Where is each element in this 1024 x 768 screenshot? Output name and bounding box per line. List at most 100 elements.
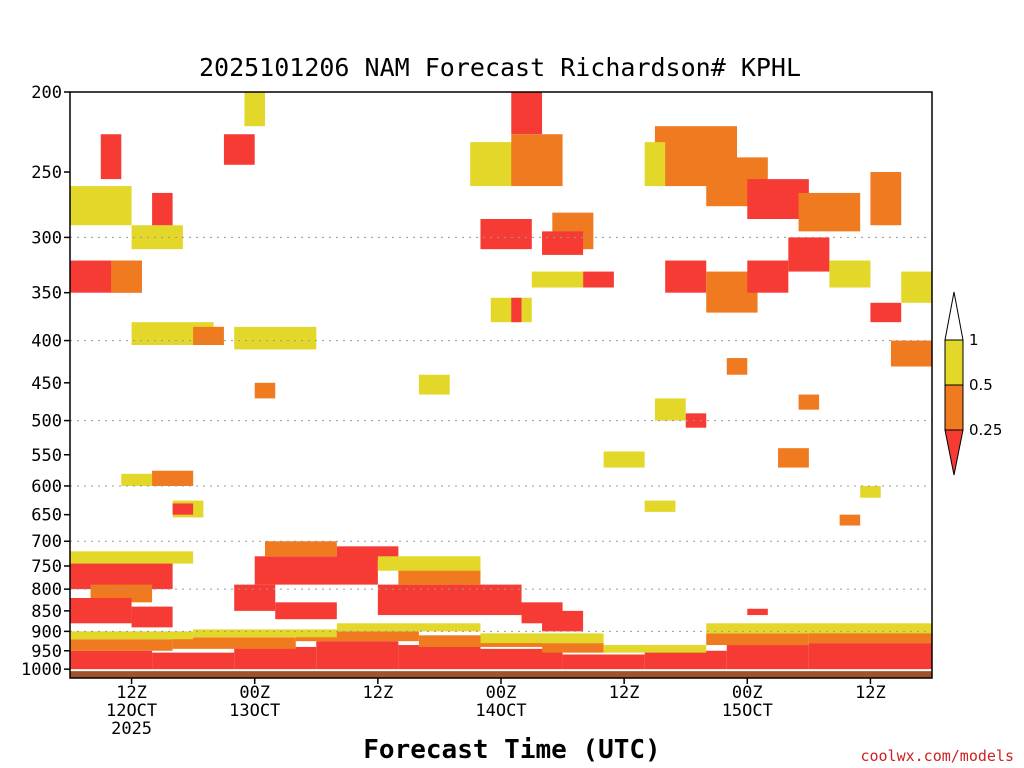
y-tick-label: 550 xyxy=(31,446,62,466)
ri-patch xyxy=(70,186,132,226)
ri-patch xyxy=(839,514,861,526)
ri-patch xyxy=(100,134,122,180)
y-tick-label: 200 xyxy=(31,83,62,103)
ri-patch xyxy=(152,470,194,486)
x-tick-label: 00Z xyxy=(732,683,763,703)
y-tick-label: 500 xyxy=(31,412,62,432)
ri-patch xyxy=(111,260,142,293)
colorbar-legend: 1 0.5 0.25 xyxy=(944,291,1002,476)
ri-patch xyxy=(654,398,686,421)
ri-patch xyxy=(798,394,820,410)
ri-patch xyxy=(644,500,676,512)
ri-patch xyxy=(644,142,666,187)
colorbar-segment xyxy=(944,384,964,431)
x-tick-label: 12Z xyxy=(116,683,147,703)
ri-patch xyxy=(511,92,543,135)
x-tick-label: 15OCT xyxy=(722,701,773,721)
ri-patch xyxy=(244,92,265,127)
ri-patch xyxy=(336,623,481,632)
ri-patch xyxy=(860,485,881,498)
y-tick-label: 750 xyxy=(31,557,62,577)
y-tick-label: 900 xyxy=(31,622,62,642)
ri-patch xyxy=(870,302,902,323)
ri-patch xyxy=(726,645,809,670)
ri-patch xyxy=(131,225,183,250)
ri-patch xyxy=(603,645,707,653)
ri-patch xyxy=(511,134,563,187)
ri-patch xyxy=(644,650,727,670)
x-tick-label: 00Z xyxy=(486,683,517,703)
ri-patch xyxy=(511,297,522,323)
ri-patch xyxy=(706,633,809,646)
y-tick-label: 300 xyxy=(31,228,62,248)
ri-patch xyxy=(901,271,932,303)
y-tick-label: 600 xyxy=(31,477,62,497)
ri-patch xyxy=(70,597,132,624)
ri-patch xyxy=(70,650,153,670)
ri-patch xyxy=(131,606,173,628)
colorbar-segment xyxy=(944,429,964,476)
y-axis: 200 250 300 350 400 450 500 550 600 650 700 750 8008… xyxy=(21,83,70,680)
colorbar-tick-label: 1 xyxy=(969,331,979,349)
colorbar-segment xyxy=(944,339,964,386)
x-tick-label: 12OCT xyxy=(106,701,157,721)
ri-patch xyxy=(665,260,707,293)
y-tick-label: 950 xyxy=(31,642,62,662)
ri-patch xyxy=(706,623,932,634)
ri-patch xyxy=(418,374,450,395)
gridlines xyxy=(70,236,932,632)
ri-patch xyxy=(172,503,194,515)
credit-text: coolwx.com/models xyxy=(860,747,1014,765)
ri-patch xyxy=(747,608,768,616)
ri-patch xyxy=(234,326,317,350)
ri-patch xyxy=(726,358,748,375)
colorbar-segment xyxy=(944,291,964,341)
y-tick-label: 450 xyxy=(31,374,62,394)
ri-patch xyxy=(70,631,194,640)
ri-patch xyxy=(808,631,932,644)
y-tick-label: 650 xyxy=(31,506,62,526)
ri-patch xyxy=(234,646,317,670)
ri-patch xyxy=(808,643,932,670)
ri-patch xyxy=(377,556,481,571)
ri-patch xyxy=(223,134,255,165)
ri-patch xyxy=(829,260,871,288)
ri-patch xyxy=(70,551,194,564)
ri-patch xyxy=(788,237,830,272)
x-axis-label: Forecast Time (UTC) xyxy=(363,735,660,765)
colorbar-tick-label: 0.5 xyxy=(969,376,993,394)
ri-patch xyxy=(70,561,173,590)
x-tick-label: 13OCT xyxy=(229,701,280,721)
y-tick-label: 700 xyxy=(31,532,62,552)
y-tick-label: 850 xyxy=(31,602,62,622)
chart-title: 2025101206 NAM Forecast Richardson# KPHL xyxy=(199,53,801,82)
ri-patch xyxy=(193,326,224,346)
ri-patch xyxy=(890,340,932,367)
ri-patch xyxy=(152,192,173,226)
ri-patch xyxy=(685,413,707,428)
x-tick-label: 14OCT xyxy=(475,701,526,721)
ri-patch xyxy=(583,271,614,288)
y-tick-label: 400 xyxy=(31,332,62,352)
ri-patch xyxy=(480,648,563,670)
x-tick-label: 00Z xyxy=(239,683,270,703)
ri-patch xyxy=(480,633,604,644)
ri-patch xyxy=(264,541,337,557)
ri-patch xyxy=(542,231,584,255)
y-tick-label: 800 xyxy=(31,580,62,600)
ri-patch xyxy=(70,639,173,651)
ri-patch xyxy=(531,271,584,288)
ri-patch xyxy=(562,654,645,670)
x-tick-label: 12Z xyxy=(855,683,886,703)
y-tick-label: 250 xyxy=(31,163,62,183)
colorbar-tick-label: 0.25 xyxy=(969,421,1002,439)
ri-patch xyxy=(254,382,276,399)
ri-patch xyxy=(275,602,337,620)
ri-patch xyxy=(480,219,532,250)
x-tick-label: 12Z xyxy=(362,683,393,703)
ri-patch xyxy=(603,451,645,468)
ri-patch xyxy=(778,448,809,468)
ri-patch xyxy=(377,584,522,616)
